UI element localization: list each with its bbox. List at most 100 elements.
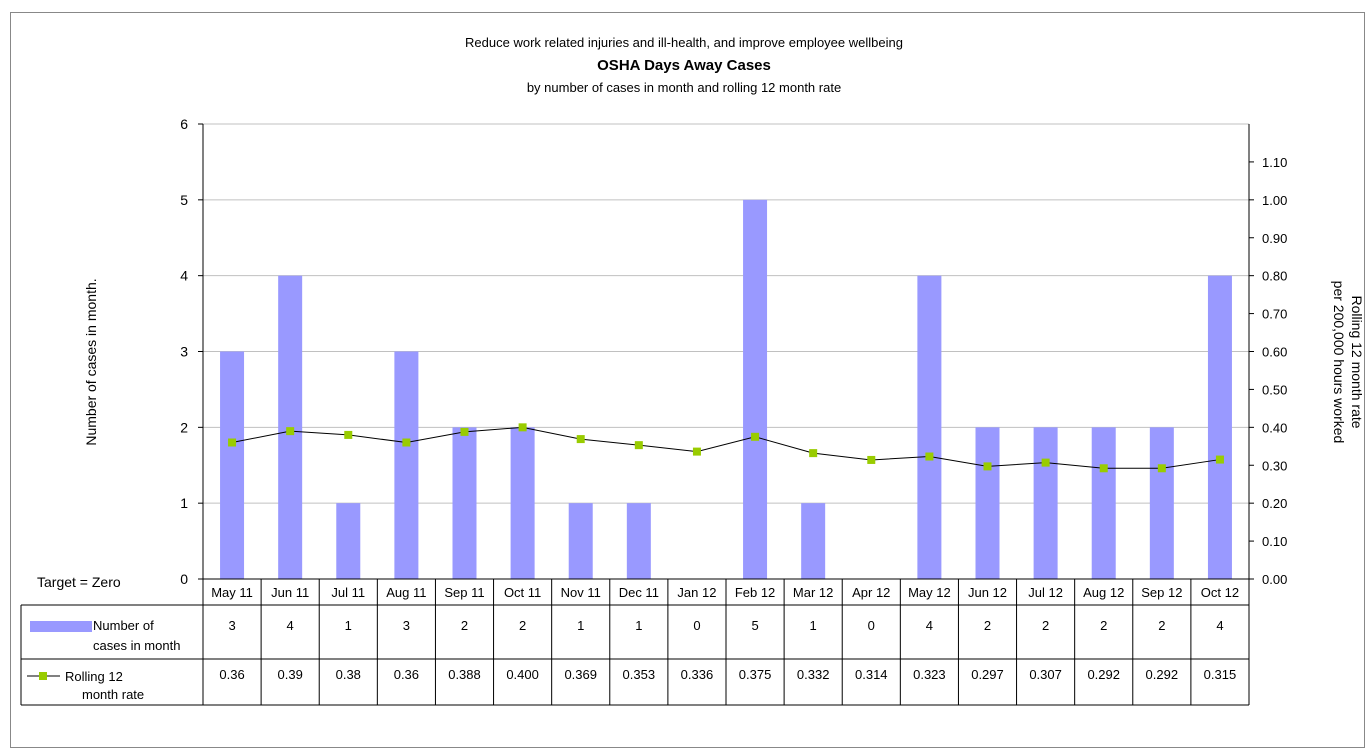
table-cell-rolling: 0.323 [913,667,946,682]
table-cell-cases: 5 [751,618,758,633]
y-tick-right: 0.50 [1262,382,1287,397]
table-cell-rolling: 0.369 [564,667,597,682]
y-tick-right: 0.10 [1262,534,1287,549]
y-axis-label-right-line1: Rolling 12 month rate [1349,295,1365,428]
table-cell-cases: 2 [1100,618,1107,633]
x-tick-label: Sep 12 [1141,585,1182,600]
y-tick-left: 5 [180,192,188,208]
bar-cases [743,199,768,580]
x-tick-label: Oct 12 [1201,585,1239,600]
x-tick-label: Jun 11 [271,585,309,600]
x-tick-label: Aug 12 [1083,585,1124,600]
marker-rolling-rate [1041,458,1050,467]
y-axis-label-right-line2: per 200,000 hours worked [1331,281,1347,444]
table-cell-rolling: 0.39 [278,667,303,682]
bar-cases [510,427,535,579]
bar-cases [220,351,245,579]
table-cell-cases: 2 [984,618,991,633]
legend-swatch-cases [30,621,92,632]
table-cell-cases: 2 [1158,618,1165,633]
chart-subtitle: by number of cases in month and rolling … [527,80,841,95]
y-tick-left: 6 [180,116,188,132]
table-cell-rolling: 0.388 [448,667,481,682]
table-cell-cases: 3 [403,618,410,633]
y-tick-right: 0.30 [1262,458,1287,473]
table-cell-cases: 1 [635,618,642,633]
x-tick-label: Jul 11 [331,585,365,600]
legend-marker-rolling [39,672,47,680]
marker-rolling-rate [576,435,585,444]
marker-rolling-rate [867,455,876,464]
table-cell-rolling: 0.297 [971,667,1004,682]
marker-rolling-rate [228,438,237,447]
marker-rolling-rate [286,427,295,436]
y-tick-left: 1 [180,495,188,511]
y-tick-right: 0.70 [1262,307,1287,322]
x-tick-label: Jun 12 [968,585,1007,600]
table-cell-cases: 1 [577,618,584,633]
marker-rolling-rate [344,430,353,439]
table-cell-cases: 3 [228,618,235,633]
y-tick-right: 0.60 [1262,345,1287,360]
y-tick-right: 0.40 [1262,420,1287,435]
marker-rolling-rate [983,462,992,471]
y-tick-right: 1.00 [1262,193,1287,208]
table-cell-rolling: 0.315 [1204,667,1237,682]
table-cell-cases: 0 [693,618,700,633]
x-tick-label: Feb 12 [735,585,775,600]
table-cell-rolling: 0.400 [506,667,539,682]
bar-cases [568,503,593,579]
bar-cases [975,427,1000,579]
table-cell-cases: 1 [345,618,352,633]
bar-cases [917,275,942,579]
y-tick-right: 0.20 [1262,496,1287,511]
table-cell-cases: 2 [461,618,468,633]
y-tick-right: 1.10 [1262,155,1287,170]
table-cell-cases: 2 [519,618,526,633]
bar-cases [336,503,361,579]
table-cell-rolling: 0.36 [219,667,244,682]
marker-rolling-rate [1215,455,1224,464]
marker-rolling-rate [925,452,934,461]
legend-label-cases-line2: cases in month [93,638,180,653]
bar-cases [1149,427,1174,579]
chart-title: OSHA Days Away Cases [597,57,771,74]
legend-label-rolling-line1: Rolling 12 [65,669,123,684]
bar-cases [1091,427,1116,579]
bar-cases [801,503,826,579]
y-tick-right: 0.80 [1262,269,1287,284]
marker-rolling-rate [460,427,469,436]
marker-rolling-rate [1099,464,1108,473]
target-annotation: Target = Zero [37,574,121,590]
bar-cases [626,503,651,579]
y-tick-left: 4 [180,268,188,284]
y-axis-label-left: Number of cases in month. [83,278,99,445]
table-cell-cases: 4 [926,618,933,633]
x-tick-label: Apr 12 [852,585,890,600]
chart-supertitle: Reduce work related injuries and ill-hea… [465,35,903,50]
y-tick-left: 2 [180,419,188,435]
marker-rolling-rate [751,432,760,441]
line-rolling-rate [231,426,1221,469]
y-tick-right: 0.00 [1262,572,1287,587]
table-cell-cases: 4 [287,618,294,633]
x-tick-label: Nov 11 [561,585,601,600]
bar-cases [394,351,419,579]
x-tick-label: Jul 12 [1028,585,1063,600]
table-cell-rolling: 0.36 [394,667,419,682]
table-cell-rolling: 0.292 [1087,667,1120,682]
bar-cases [452,427,477,579]
table-cell-rolling: 0.314 [855,667,888,682]
marker-rolling-rate [1157,464,1166,473]
table-cell-cases: 0 [868,618,875,633]
bar-cases [1207,275,1232,579]
x-tick-label: May 11 [211,585,253,600]
table-cell-rolling: 0.332 [797,667,830,682]
x-tick-label: Dec 11 [619,585,659,600]
x-tick-label: Oct 11 [504,585,541,600]
y-tick-left: 3 [180,344,188,360]
table-cell-rolling: 0.307 [1029,667,1062,682]
table-cell-cases: 4 [1216,618,1223,633]
bar-cases [1033,427,1058,579]
